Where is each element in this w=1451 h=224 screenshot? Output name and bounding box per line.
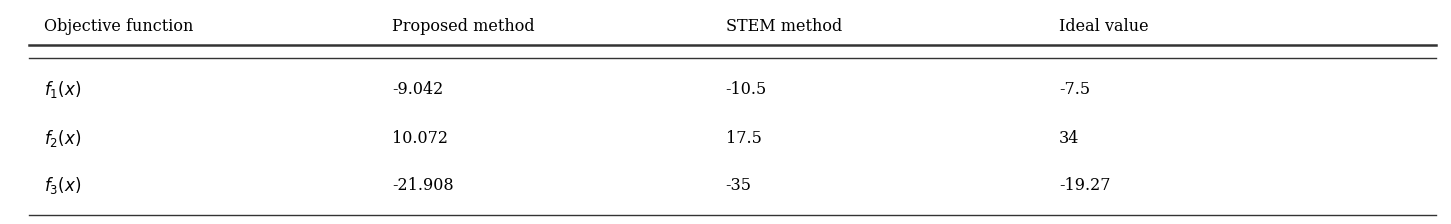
Text: -35: -35 bbox=[726, 177, 752, 194]
Text: -7.5: -7.5 bbox=[1059, 81, 1090, 98]
Text: $f_1(x)$: $f_1(x)$ bbox=[44, 79, 81, 100]
Text: -10.5: -10.5 bbox=[726, 81, 766, 98]
Text: 34: 34 bbox=[1059, 130, 1080, 147]
Text: Ideal value: Ideal value bbox=[1059, 18, 1149, 35]
Text: $f_2(x)$: $f_2(x)$ bbox=[44, 128, 81, 149]
Text: 17.5: 17.5 bbox=[726, 130, 762, 147]
Text: -19.27: -19.27 bbox=[1059, 177, 1110, 194]
Text: $f_3(x)$: $f_3(x)$ bbox=[44, 175, 81, 196]
Text: -9.042: -9.042 bbox=[392, 81, 443, 98]
Text: -21.908: -21.908 bbox=[392, 177, 453, 194]
Text: Objective function: Objective function bbox=[44, 18, 193, 35]
Text: STEM method: STEM method bbox=[726, 18, 842, 35]
Text: Proposed method: Proposed method bbox=[392, 18, 534, 35]
Text: 10.072: 10.072 bbox=[392, 130, 448, 147]
